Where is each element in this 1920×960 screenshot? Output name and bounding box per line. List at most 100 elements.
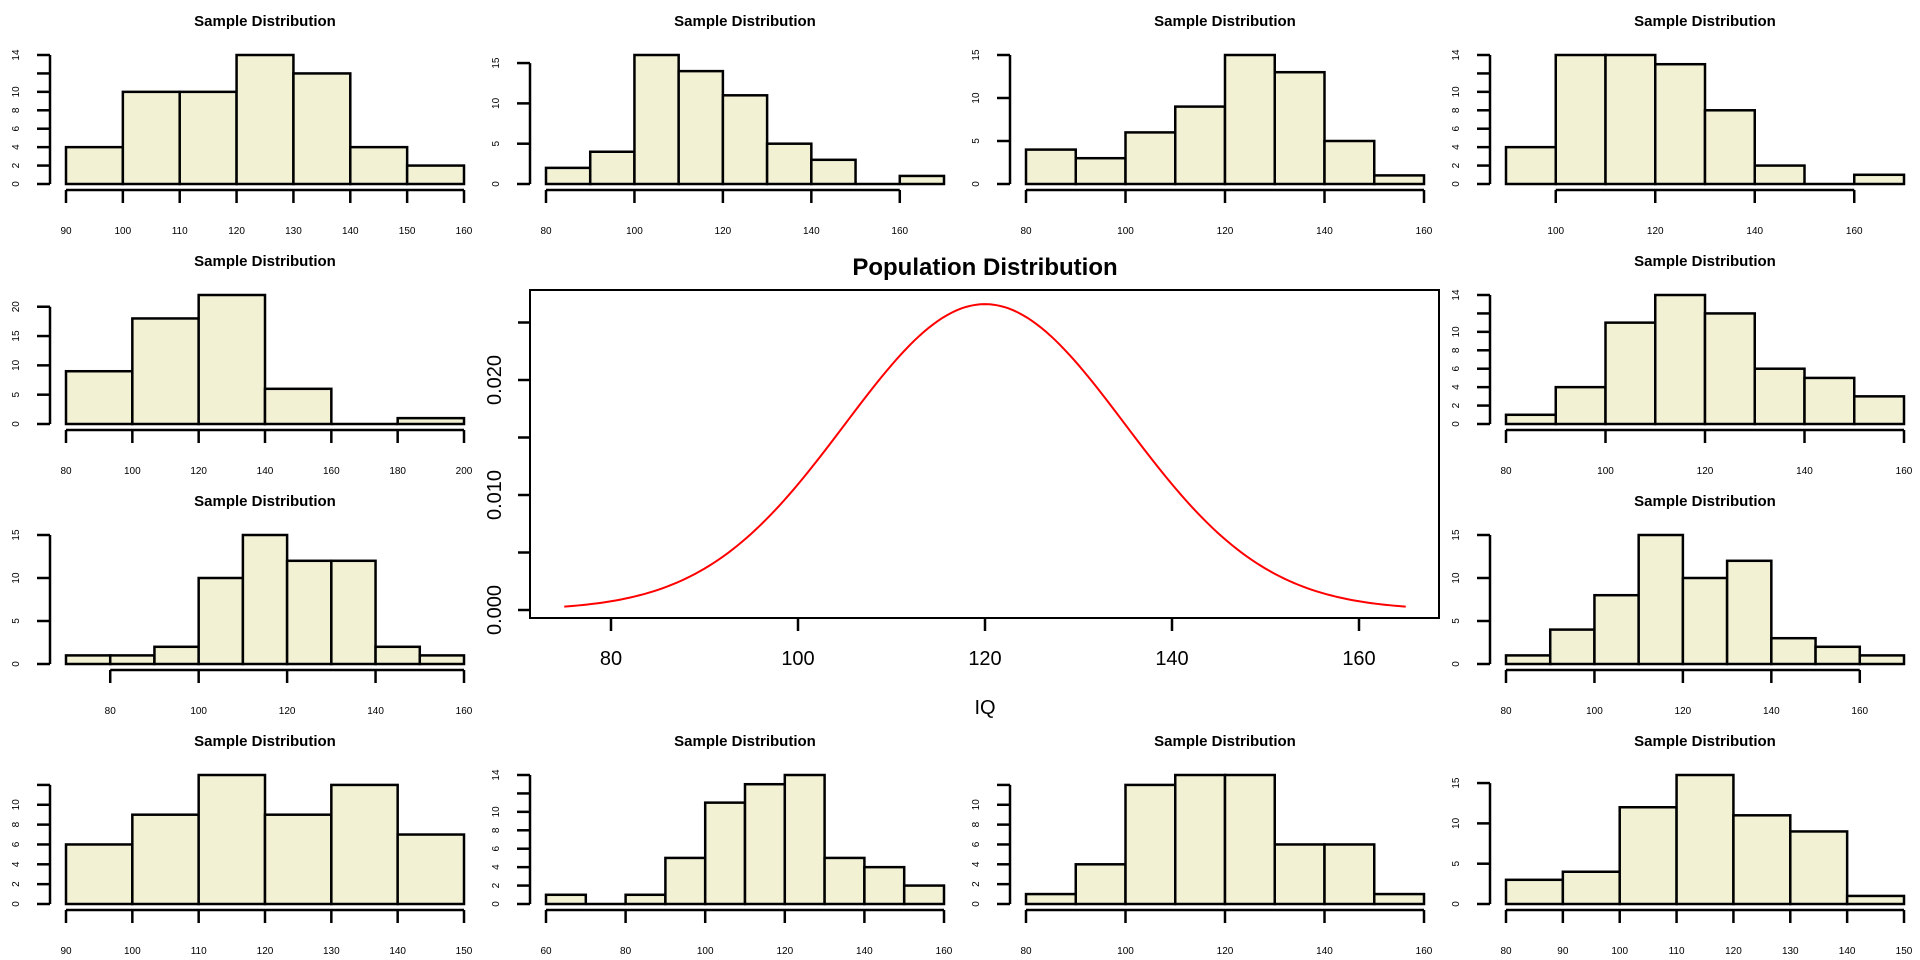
histogram-bar <box>1504 878 1565 906</box>
histogram-title: Sample Distribution <box>1634 13 1776 30</box>
histogram-row2-col4: Sample Distribution 0 2 4 6 8 10 14 80 100 120 140 1… <box>1451 253 1913 477</box>
y-tick-label: 6 <box>11 125 22 131</box>
histogram-bar <box>1561 870 1621 906</box>
histogram-bar <box>1732 814 1792 906</box>
y-tick-label: 4 <box>1451 144 1462 150</box>
histogram-bar <box>1504 654 1552 666</box>
y-tick-label: 8 <box>1451 107 1462 113</box>
histogram-bar <box>1618 806 1678 906</box>
histogram-bar <box>1675 773 1735 906</box>
x-tick-label: 100 <box>1547 226 1564 237</box>
histogram-title: Sample Distribution <box>194 733 336 750</box>
y-tick-label: 5 <box>11 391 22 397</box>
y-tick-label: 10 <box>11 359 22 371</box>
y-tick-label: 4 <box>1451 384 1462 390</box>
histogram-bar <box>197 773 267 906</box>
x-tick-label: 140 <box>1763 706 1780 717</box>
histogram-title: Sample Distribution <box>194 253 336 270</box>
x-tick-label: 100 <box>1586 706 1603 717</box>
y-tick-label: 14 <box>1451 49 1462 61</box>
x-tick-label: 110 <box>172 226 188 237</box>
x-tick-label: 140 <box>1839 946 1856 957</box>
x-tick-label: 80 <box>600 648 622 670</box>
x-tick-label: 120 <box>968 648 1001 670</box>
histogram-bar <box>108 654 156 666</box>
x-tick-label: 100 <box>1117 946 1134 957</box>
y-tick-label: 10 <box>11 86 22 98</box>
x-tick-label: 100 <box>190 706 207 717</box>
histogram-title: Sample Distribution <box>1634 733 1776 750</box>
x-tick-label: 80 <box>105 706 117 717</box>
histogram-bar <box>64 654 112 666</box>
histogram-bar <box>178 90 238 186</box>
histogram-row4-col4: Sample Distribution 0 5 10 15 80 90 100 110 120 13… <box>1451 733 1913 957</box>
histogram-bar <box>1504 413 1557 426</box>
histogram-bar <box>1373 174 1426 186</box>
x-tick-label: 180 <box>389 466 406 477</box>
histogram-bar <box>1681 576 1729 666</box>
histogram-bar <box>588 150 636 186</box>
histogram-bar <box>1124 131 1177 186</box>
x-tick-label: 160 <box>323 466 340 477</box>
histogram-bar <box>677 69 725 186</box>
x-tick-label: 120 <box>1217 946 1234 957</box>
y-tick-label: 0 <box>11 661 22 667</box>
x-tick-label: 80 <box>1020 226 1032 237</box>
y-tick-label: 10 <box>971 92 982 104</box>
y-tick-label: 8 <box>1451 347 1462 353</box>
x-tick-label: 150 <box>456 946 473 957</box>
histogram-bar <box>1593 593 1640 666</box>
histogram-bar <box>1654 293 1707 426</box>
y-tick-label: 10 <box>1451 326 1462 338</box>
y-tick-label: 8 <box>971 821 982 827</box>
x-tick-label: 140 <box>1155 648 1188 670</box>
x-tick-label: 100 <box>1117 226 1134 237</box>
y-tick-label: 0 <box>11 181 22 187</box>
y-tick-label: 10 <box>491 806 502 818</box>
histogram-bar <box>1703 312 1756 426</box>
y-tick-label: 10 <box>11 572 22 584</box>
x-tick-label: 80 <box>620 946 632 957</box>
x-tick-label: 100 <box>626 226 643 237</box>
histogram-bar <box>64 369 134 426</box>
histogram-row4-col2: Sample Distribution 0 2 4 6 8 10 14 60 80 100 120 14… <box>491 733 953 957</box>
density-curve <box>564 303 1406 608</box>
histogram-bar <box>1770 636 1817 666</box>
x-tick-label: 120 <box>776 946 793 957</box>
x-tick-label: 140 <box>803 226 820 237</box>
histogram-bar <box>1654 62 1707 186</box>
x-tick-label: 80 <box>1500 466 1512 477</box>
x-tick-label: 140 <box>1316 226 1333 237</box>
histogram-row1-col2: Sample Distribution 0 5 10 15 80 100 120 140 160 <box>491 13 946 237</box>
histogram-bar <box>349 145 409 186</box>
histogram-row1-col1: Sample Distribution 0 2 4 6 8 10 14 90 100 110 120 1… <box>11 13 473 237</box>
histogram-bar <box>898 174 946 186</box>
y-tick-label: 0 <box>1451 901 1462 907</box>
histogram-bar <box>1853 173 1906 186</box>
x-tick-label: 200 <box>456 466 473 477</box>
histogram-bar <box>1024 892 1077 906</box>
y-tick-label: 6 <box>1451 125 1462 131</box>
histogram-bar <box>1604 321 1657 426</box>
histogram-bar <box>1845 894 1906 906</box>
y-tick-label: 6 <box>1451 365 1462 371</box>
y-tick-label: 4 <box>971 861 982 867</box>
x-tick-label: 160 <box>1896 466 1913 477</box>
histogram-bar <box>121 90 181 186</box>
y-tick-label: 10 <box>1451 817 1462 829</box>
histogram-bar <box>743 782 787 906</box>
histogram-bar <box>418 654 466 666</box>
x-tick-label: 120 <box>1697 466 1714 477</box>
x-tick-label: 130 <box>285 226 302 237</box>
x-tick-label: 90 <box>60 226 72 237</box>
x-tick-label: 80 <box>60 466 72 477</box>
x-tick-label: 150 <box>1896 946 1913 957</box>
y-tick-label: 10 <box>1451 572 1462 584</box>
x-tick-label: 160 <box>936 946 953 957</box>
histogram-bar <box>544 893 588 906</box>
histogram-title: Sample Distribution <box>1154 13 1296 30</box>
histogram-bar <box>765 142 813 186</box>
y-tick-label: 5 <box>971 138 982 144</box>
histogram-bar <box>721 94 769 186</box>
x-tick-label: 120 <box>715 226 732 237</box>
